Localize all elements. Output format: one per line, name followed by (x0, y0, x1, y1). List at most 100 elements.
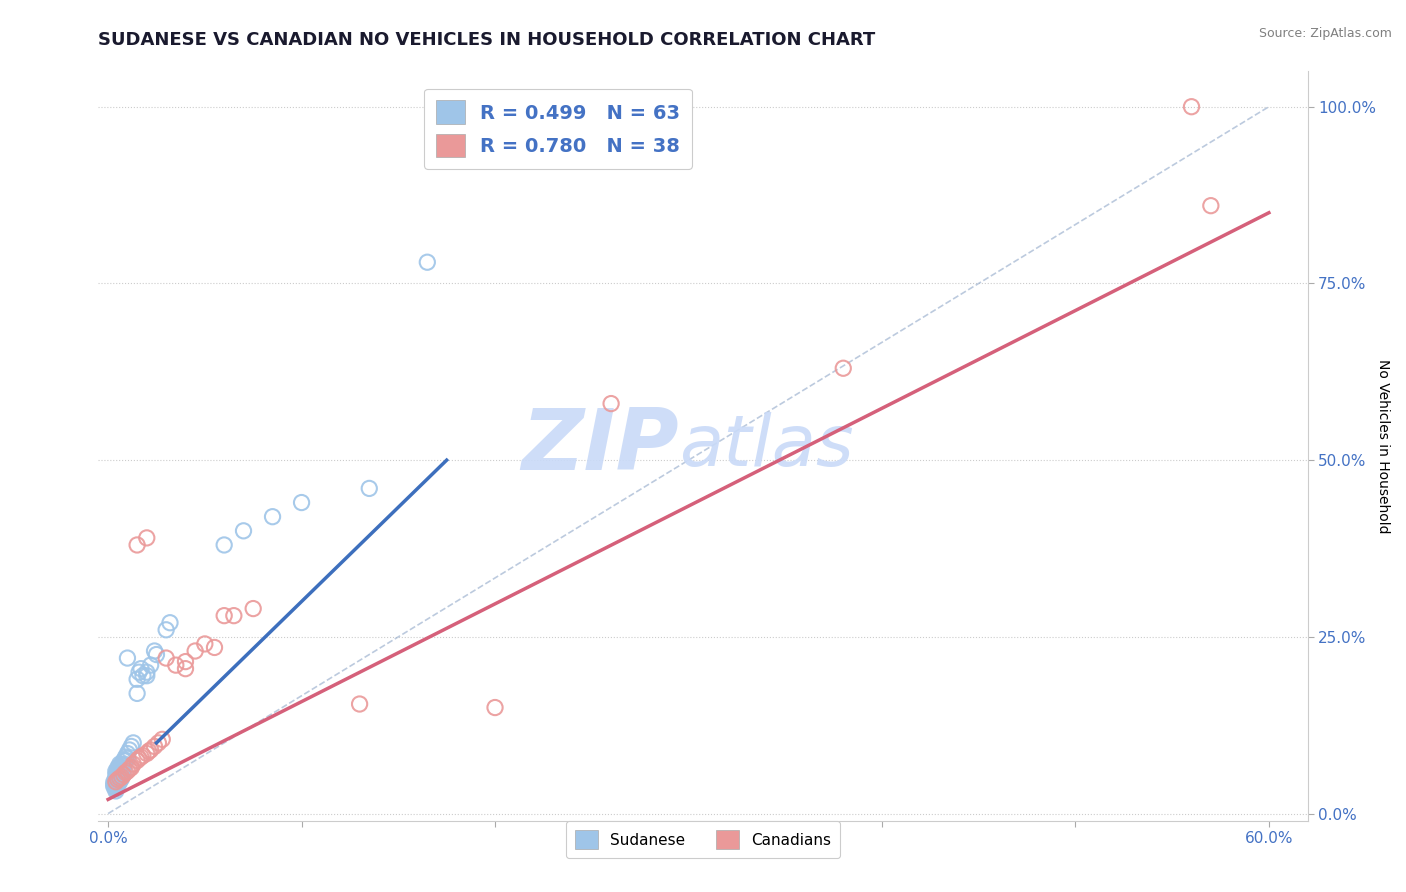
Point (135, 747, 157, 761)
Point (139, 658, 162, 673)
Point (122, 736, 145, 750)
Point (112, 758, 135, 772)
Point (832, 361, 855, 376)
Point (120, 739, 142, 754)
Point (143, 644, 166, 658)
Point (118, 762, 141, 776)
Text: atlas: atlas (679, 411, 853, 481)
Point (135, 531, 157, 545)
Point (262, 509, 284, 524)
Point (194, 637, 217, 651)
Point (112, 763, 135, 777)
Point (129, 662, 152, 676)
Point (117, 751, 139, 765)
Point (122, 757, 145, 772)
Point (128, 665, 150, 680)
Point (112, 767, 135, 781)
Point (416, 255, 439, 269)
Point (143, 739, 166, 754)
Point (484, 700, 506, 714)
Point (155, 623, 177, 637)
Point (108, 772, 131, 787)
Point (132, 669, 155, 683)
Point (104, 778, 127, 792)
Point (1199, 199, 1222, 213)
Point (174, 655, 197, 669)
Point (212, 538, 235, 552)
Point (222, 608, 245, 623)
Point (104, 780, 127, 794)
Point (127, 673, 149, 687)
Point (129, 750, 152, 764)
Point (108, 761, 131, 775)
Point (184, 644, 207, 658)
Point (107, 777, 129, 791)
Point (104, 774, 127, 789)
Point (150, 732, 173, 747)
Point (107, 772, 129, 787)
Point (145, 648, 167, 662)
Point (114, 765, 136, 780)
Point (108, 771, 131, 785)
Point (1180, 100, 1202, 114)
Point (111, 761, 134, 775)
Point (107, 764, 129, 779)
Point (111, 771, 134, 785)
Point (107, 772, 129, 787)
Point (104, 764, 127, 779)
Point (120, 761, 142, 775)
Point (107, 761, 129, 775)
Point (359, 482, 381, 496)
Legend: Sudanese, Canadians: Sudanese, Canadians (565, 821, 841, 858)
Point (111, 757, 134, 772)
Point (138, 744, 160, 758)
Point (108, 767, 131, 781)
Point (103, 774, 125, 789)
Point (103, 780, 125, 794)
Point (139, 743, 162, 757)
Point (107, 771, 129, 785)
Point (242, 601, 264, 615)
Point (104, 774, 127, 789)
Point (112, 754, 135, 768)
Point (128, 751, 150, 765)
Point (104, 777, 127, 791)
Point (132, 748, 155, 763)
Point (290, 495, 312, 509)
Point (165, 658, 187, 673)
Text: Source: ZipAtlas.com: Source: ZipAtlas.com (1258, 27, 1392, 40)
Point (111, 767, 134, 781)
Point (204, 640, 226, 655)
Point (117, 764, 139, 779)
Point (155, 651, 177, 665)
Point (600, 396, 623, 410)
Point (135, 665, 157, 680)
Point (103, 777, 125, 791)
Point (108, 771, 131, 785)
Y-axis label: No Vehicles in Household: No Vehicles in Household (1376, 359, 1391, 533)
Point (127, 686, 149, 700)
Point (117, 651, 139, 665)
Point (104, 771, 127, 785)
Point (107, 774, 129, 789)
Point (174, 662, 197, 676)
Point (104, 767, 127, 781)
Point (148, 736, 170, 750)
Point (107, 767, 129, 781)
Point (232, 524, 254, 538)
Point (104, 781, 127, 796)
Point (127, 754, 149, 768)
Point (108, 774, 131, 789)
Point (212, 608, 235, 623)
Point (108, 764, 131, 779)
Point (349, 697, 371, 711)
Point (111, 764, 134, 779)
Point (108, 757, 131, 772)
Point (104, 784, 127, 798)
Point (114, 754, 136, 768)
Point (103, 778, 125, 792)
Point (135, 669, 157, 683)
Point (127, 538, 149, 552)
Point (118, 743, 141, 757)
Point (107, 778, 129, 792)
